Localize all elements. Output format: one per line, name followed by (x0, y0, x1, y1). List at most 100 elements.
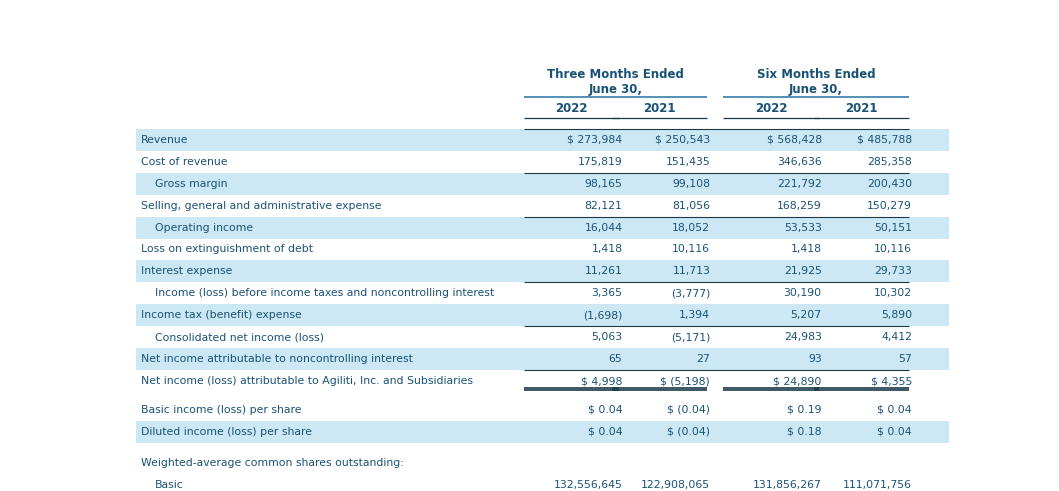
Text: $ 0.04: $ 0.04 (878, 427, 912, 436)
Text: 27: 27 (697, 354, 711, 364)
Text: $ 0.18: $ 0.18 (787, 427, 822, 436)
Text: 346,636: 346,636 (777, 157, 822, 167)
Text: June 30,: June 30, (589, 82, 643, 96)
Text: 10,116: 10,116 (874, 245, 912, 254)
Text: Net income (loss) attributable to Agiliti, Inc. and Subsidiaries: Net income (loss) attributable to Agilit… (141, 376, 472, 386)
Text: 221,792: 221,792 (777, 179, 822, 189)
Text: Gross margin: Gross margin (155, 179, 227, 189)
Text: $ 4,355: $ 4,355 (870, 376, 912, 386)
Text: Cost of revenue: Cost of revenue (141, 157, 227, 167)
Text: Income tax (benefit) expense: Income tax (benefit) expense (141, 310, 302, 320)
Bar (137, 474, 949, 491)
Text: Three Months Ended: Three Months Ended (546, 68, 684, 82)
Text: 151,435: 151,435 (665, 157, 711, 167)
Text: (5,171): (5,171) (670, 332, 711, 342)
Text: $ 0.04: $ 0.04 (588, 405, 623, 415)
Bar (137, 239, 949, 260)
Text: Selling, general and administrative expense: Selling, general and administrative expe… (141, 201, 381, 211)
Bar (137, 326, 949, 348)
Text: 5,890: 5,890 (881, 310, 912, 320)
Text: 93: 93 (808, 354, 822, 364)
Text: Consolidated net income (loss): Consolidated net income (loss) (155, 332, 324, 342)
Text: 30,190: 30,190 (784, 288, 822, 299)
Bar (137, 399, 949, 421)
Text: Net income attributable to noncontrolling interest: Net income attributable to noncontrollin… (141, 354, 412, 364)
Text: (3,777): (3,777) (670, 288, 711, 299)
Text: 2022: 2022 (755, 102, 787, 115)
Text: 131,856,267: 131,856,267 (753, 480, 822, 490)
Text: 1,394: 1,394 (679, 310, 711, 320)
Text: $ (0.04): $ (0.04) (667, 405, 711, 415)
Text: 1,418: 1,418 (591, 245, 623, 254)
Text: 200,430: 200,430 (867, 179, 912, 189)
Text: 53,533: 53,533 (784, 222, 822, 233)
Bar (137, 151, 949, 173)
Text: 122,908,065: 122,908,065 (641, 480, 711, 490)
Text: 57: 57 (898, 354, 912, 364)
Bar (137, 304, 949, 326)
Text: 11,713: 11,713 (672, 267, 711, 276)
Text: Loss on extinguishment of debt: Loss on extinguishment of debt (141, 245, 312, 254)
Text: $ (5,198): $ (5,198) (661, 376, 711, 386)
Bar (137, 260, 949, 282)
Text: 132,556,645: 132,556,645 (554, 480, 623, 490)
Text: $ 0.04: $ 0.04 (878, 405, 912, 415)
Text: $ 24,890: $ 24,890 (773, 376, 822, 386)
Text: Revenue: Revenue (141, 135, 189, 145)
Text: 21,925: 21,925 (784, 267, 822, 276)
Text: 16,044: 16,044 (585, 222, 623, 233)
Bar (137, 173, 949, 194)
Text: Weighted-average common shares outstanding:: Weighted-average common shares outstandi… (141, 458, 403, 468)
Text: Operating income: Operating income (155, 222, 253, 233)
Text: 99,108: 99,108 (672, 179, 711, 189)
Text: $ 4,998: $ 4,998 (581, 376, 623, 386)
Text: 2021: 2021 (643, 102, 676, 115)
Text: 150,279: 150,279 (867, 201, 912, 211)
Text: 10,116: 10,116 (672, 245, 711, 254)
Text: 175,819: 175,819 (577, 157, 623, 167)
Text: 24,983: 24,983 (784, 332, 822, 342)
Text: $ 0.19: $ 0.19 (787, 405, 822, 415)
Text: $ 273,984: $ 273,984 (568, 135, 623, 145)
Bar (137, 452, 949, 474)
Text: 81,056: 81,056 (672, 201, 711, 211)
Text: 11,261: 11,261 (585, 267, 623, 276)
Text: (1,698): (1,698) (582, 310, 623, 320)
Text: 29,733: 29,733 (874, 267, 912, 276)
Text: 111,071,756: 111,071,756 (843, 480, 912, 490)
Text: 98,165: 98,165 (585, 179, 623, 189)
Bar (137, 348, 949, 370)
Bar (137, 421, 949, 443)
Bar (137, 66, 949, 129)
Text: 10,302: 10,302 (874, 288, 912, 299)
Text: Basic: Basic (155, 480, 183, 490)
Text: $ (0.04): $ (0.04) (667, 427, 711, 436)
Text: 18,052: 18,052 (672, 222, 711, 233)
Text: 65: 65 (609, 354, 623, 364)
Text: Diluted income (loss) per share: Diluted income (loss) per share (141, 427, 311, 436)
Bar (137, 282, 949, 304)
Bar (137, 217, 949, 239)
Text: 1,418: 1,418 (791, 245, 822, 254)
Text: 4,412: 4,412 (881, 332, 912, 342)
Text: 168,259: 168,259 (777, 201, 822, 211)
Text: Basic income (loss) per share: Basic income (loss) per share (141, 405, 301, 415)
Text: 2021: 2021 (845, 102, 878, 115)
Text: Six Months Ended: Six Months Ended (757, 68, 876, 82)
Text: Income (loss) before income taxes and noncontrolling interest: Income (loss) before income taxes and no… (155, 288, 493, 299)
Text: 2022: 2022 (555, 102, 588, 115)
Bar (137, 370, 949, 392)
Bar (137, 194, 949, 217)
Text: $ 485,788: $ 485,788 (857, 135, 912, 145)
Text: 285,358: 285,358 (867, 157, 912, 167)
Text: 82,121: 82,121 (585, 201, 623, 211)
Bar (137, 129, 949, 151)
Text: 5,063: 5,063 (591, 332, 623, 342)
Text: June 30,: June 30, (789, 82, 843, 96)
Text: $ 568,428: $ 568,428 (767, 135, 822, 145)
Text: 3,365: 3,365 (591, 288, 623, 299)
Text: $ 0.04: $ 0.04 (588, 427, 623, 436)
Text: 50,151: 50,151 (874, 222, 912, 233)
Text: 5,207: 5,207 (791, 310, 822, 320)
Text: Interest expense: Interest expense (141, 267, 232, 276)
